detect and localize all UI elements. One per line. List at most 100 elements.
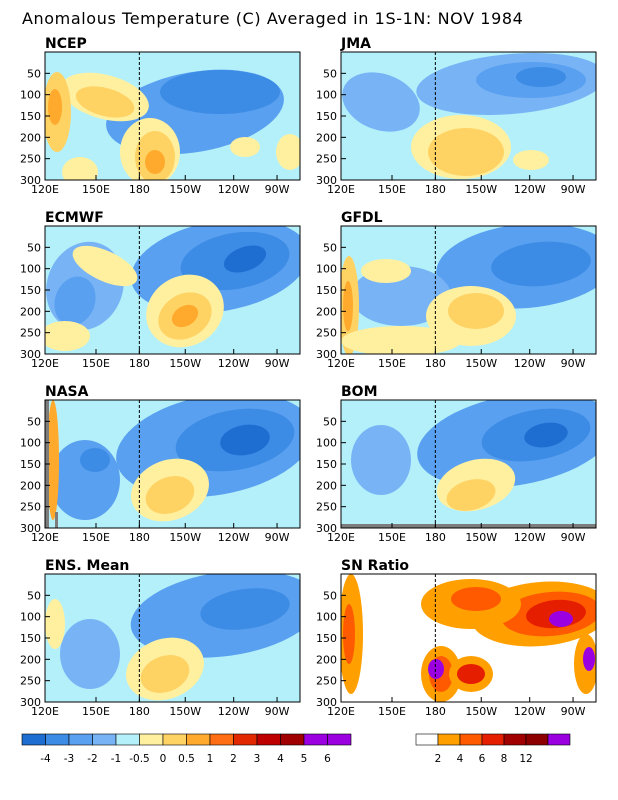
y-tick-label: 300: [20, 348, 41, 361]
x-tick-label: 120W: [218, 357, 250, 370]
x-tick-label: 150W: [465, 183, 497, 196]
y-tick-label: 50: [27, 415, 41, 428]
x-tick-label: 120W: [218, 531, 250, 544]
y-tick-label: 250: [316, 327, 337, 340]
x-tick-label: 180: [129, 183, 150, 196]
y-tick-label: 50: [323, 67, 337, 80]
y-tick-label: 300: [20, 174, 41, 187]
y-tick-label: 250: [20, 501, 41, 514]
x-tick-label: 150E: [82, 357, 110, 370]
y-tick-label: 150: [316, 458, 337, 471]
panel-title: BOM: [341, 384, 378, 400]
legend-label: 0.5: [178, 753, 195, 765]
panel-title: NCEP: [45, 36, 87, 52]
legend-swatch: [186, 733, 211, 746]
y-tick-label: 100: [316, 89, 337, 102]
legend-swatch: [92, 733, 117, 746]
y-tick-label: 300: [316, 348, 337, 361]
y-tick-label: 100: [316, 611, 337, 624]
x-tick-label: 90W: [561, 183, 586, 196]
legend-swatch: [459, 733, 483, 746]
x-tick-label: 150W: [169, 183, 201, 196]
x-tick-label: 90W: [265, 531, 290, 544]
y-tick-label: 150: [20, 632, 41, 645]
x-tick-label: 150E: [82, 531, 110, 544]
panel-title: JMA: [340, 36, 371, 52]
x-tick-label: 180: [129, 531, 150, 544]
legends: -4 -3 -2 -1 -0.5 0 0.5 1 2 3 4 5 6 2 4 6 8 12: [21, 733, 571, 765]
x-tick-label: 150W: [465, 705, 497, 718]
legend-swatch: [547, 733, 571, 746]
legend-swatch: [503, 733, 527, 746]
x-tick-label: 120W: [514, 531, 546, 544]
y-tick-label: 50: [27, 241, 41, 254]
legend-label: 0: [160, 753, 167, 765]
panel-title: GFDL: [341, 210, 383, 226]
y-tick-label: 100: [316, 437, 337, 450]
legend-anomaly: -4 -3 -2 -1 -0.5 0 0.5 1 2 3 4 5 6: [21, 733, 352, 765]
legend-label: 6: [324, 753, 331, 765]
y-tick-label: 150: [316, 110, 337, 123]
y-tick-label: 250: [316, 501, 337, 514]
y-tick-label: 200: [20, 305, 41, 318]
y-tick-label: 50: [323, 241, 337, 254]
y-tick-label: 100: [20, 263, 41, 276]
legend-label: -0.5: [129, 753, 150, 765]
x-tick-label: 120W: [514, 357, 546, 370]
legend-label: -3: [64, 753, 74, 765]
y-tick-label: 150: [20, 110, 41, 123]
y-tick-label: 300: [20, 522, 41, 535]
legend-label: 2: [230, 753, 237, 765]
x-tick-label: 150E: [378, 183, 406, 196]
legend-swatch: [21, 733, 46, 746]
y-tick-label: 150: [316, 632, 337, 645]
x-tick-label: 150E: [378, 357, 406, 370]
panel-title: NASA: [45, 384, 89, 400]
heatmap-field: [341, 574, 596, 702]
x-tick-label: 120W: [218, 705, 250, 718]
x-tick-label: 150E: [378, 531, 406, 544]
y-tick-label: 150: [20, 284, 41, 297]
x-tick-label: 180: [425, 531, 446, 544]
x-tick-label: 120E: [31, 705, 59, 718]
y-tick-label: 250: [316, 153, 337, 166]
legend-label: 4: [457, 753, 464, 765]
legend-label: -4: [40, 753, 51, 765]
legend-label: 6: [479, 753, 486, 765]
y-tick-label: 300: [316, 174, 337, 187]
x-tick-label: 90W: [561, 531, 586, 544]
x-tick-label: 120E: [327, 183, 355, 196]
y-tick-label: 250: [20, 153, 41, 166]
heatmap-field: [341, 226, 596, 354]
x-tick-label: 150W: [169, 705, 201, 718]
x-tick-label: 120E: [31, 183, 59, 196]
legend-label: 1: [207, 753, 214, 765]
x-tick-label: 150E: [82, 705, 110, 718]
x-tick-label: 180: [129, 705, 150, 718]
y-tick-label: 200: [316, 131, 337, 144]
legend-swatch: [415, 733, 439, 746]
panel-title: ECMWF: [45, 210, 104, 226]
y-tick-label: 300: [20, 696, 41, 709]
legend-swatch: [45, 733, 70, 746]
x-tick-label: 90W: [265, 183, 290, 196]
x-tick-label: 150W: [169, 531, 201, 544]
x-tick-label: 150W: [169, 357, 201, 370]
x-tick-label: 120E: [31, 531, 59, 544]
legend-swatch: [481, 733, 505, 746]
y-tick-label: 50: [27, 67, 41, 80]
y-tick-label: 50: [323, 589, 337, 602]
heatmap-field: [45, 400, 300, 528]
heatmap-field: [45, 574, 300, 702]
legend-swatch: [437, 733, 461, 746]
x-tick-label: 180: [129, 357, 150, 370]
y-tick-label: 150: [20, 458, 41, 471]
legend-swatch: [209, 733, 234, 746]
legend-label: 4: [277, 753, 284, 765]
